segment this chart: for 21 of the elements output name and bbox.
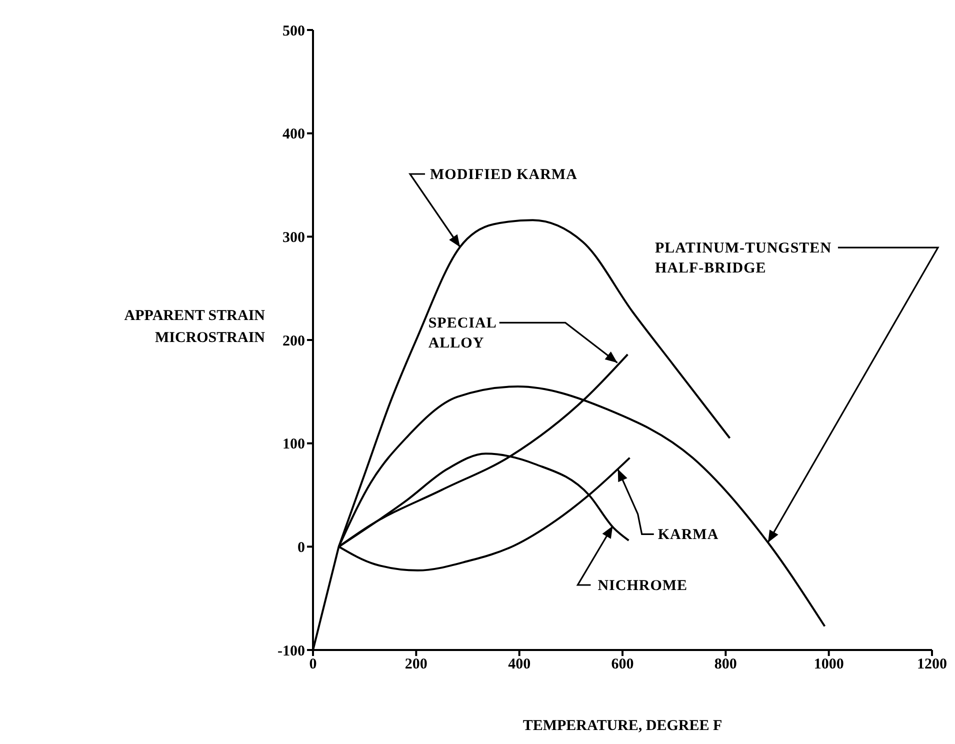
x-tick-label: 1000 [814,656,844,673]
x-tick-label: 800 [714,656,737,673]
x-tick-label: 400 [508,656,531,673]
y-tick-label: 300 [282,230,305,246]
x-tick-label: 1200 [917,656,947,673]
annotation: PLATINUM-TUNGSTEN HALF-BRIDGE [654,240,832,277]
y-tick-label: 200 [282,333,305,350]
annotation: MODIFIED KARMA [430,167,578,183]
y-tick-label: -100 [278,643,305,660]
x-tick-label: 600 [611,656,634,673]
y-tick-label: 100 [282,436,305,453]
annotation: SPECIAL ALLOY [428,316,497,352]
annotation: NICHROME [598,578,688,594]
y-tick-label: 400 [282,126,305,143]
x-tick-label: 200 [404,656,428,673]
y-tick-label: 0 [298,540,305,556]
x-axis-title: TEMPERATURE, DEGREE F [522,718,722,734]
y-tick-label: 500 [282,23,305,40]
annotation: KARMA [658,527,719,544]
x-tick-label: 0 [309,656,317,673]
y-axis-title: APPARENT STRAIN MICROSTRAIN [124,308,266,346]
